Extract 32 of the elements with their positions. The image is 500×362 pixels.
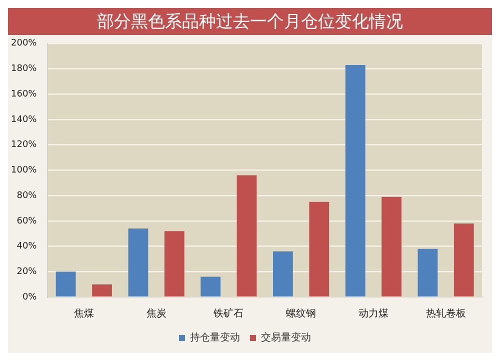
y-tick-label: 40% [16,242,38,252]
bar [273,251,293,296]
chart-title: 部分黑色系品种过去一个月仓位变化情况 [8,8,492,35]
y-tick-label: 20% [16,266,38,277]
legend-label: 交易量变动 [261,332,311,344]
bar [236,175,257,296]
bar [200,276,221,296]
y-tick-label: 100% [10,166,38,176]
bar [128,228,148,296]
bar [454,223,474,296]
x-tick-label: 焦煤 [74,308,94,320]
y-tick-label: 80% [16,190,38,201]
x-tick-label: 铁矿石 [212,308,244,320]
x-tick-label: 螺纹钢 [286,308,316,320]
y-tick-label: 140% [10,114,38,125]
y-tick-label: 0% [22,292,38,302]
x-tick-label: 动力煤 [358,308,388,320]
bar [382,196,402,296]
bar [418,248,438,296]
y-tick-label: 180% [10,64,38,74]
legend-label: 持仓量变动 [190,332,240,344]
y-tick-label: 120% [10,140,38,150]
bar [56,272,76,296]
y-tick-label: 200% [10,38,38,49]
x-tick-label: 热轧卷板 [426,308,466,320]
y-tick-label: 60% [16,216,38,226]
bar [164,231,184,296]
x-tick-label: 焦炭 [146,308,166,320]
bar [92,284,112,296]
bar [345,64,366,296]
bar [309,202,330,296]
y-tick-label: 160% [10,89,38,100]
